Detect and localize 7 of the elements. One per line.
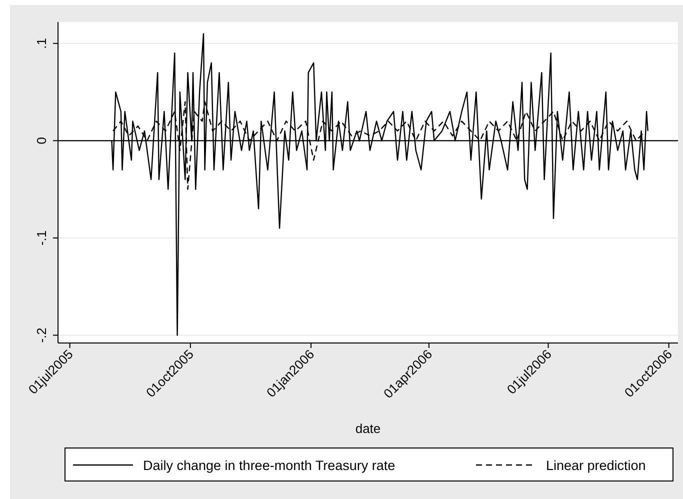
legend-label: Linear prediction	[546, 458, 646, 473]
y-tick-label: .1	[34, 38, 49, 49]
legend-label: Daily change in three-month Treasury rate	[143, 458, 396, 473]
y-tick-label: 0	[34, 137, 49, 144]
x-axis-title: date	[355, 421, 381, 436]
y-tick-label: -.2	[34, 328, 49, 343]
y-tick-label: -.1	[34, 230, 49, 246]
